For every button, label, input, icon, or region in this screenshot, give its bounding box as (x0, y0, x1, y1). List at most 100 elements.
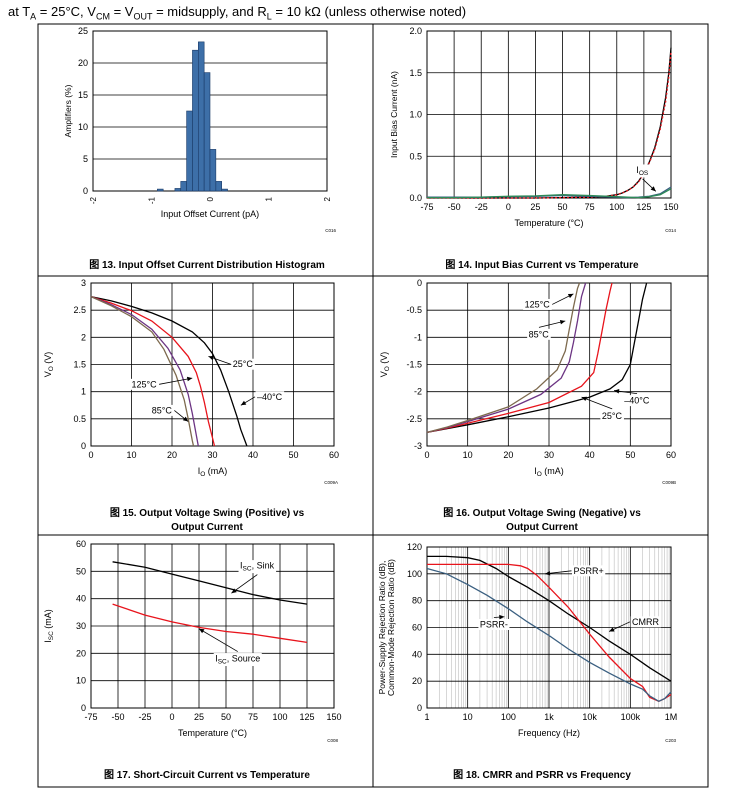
y-tick-label: 40 (412, 649, 422, 659)
x-axis-title: Input Offset Current (pA) (161, 209, 259, 219)
x-tick-label: 2 (323, 196, 332, 201)
x-tick-label: 100 (609, 202, 624, 212)
annotation-bg (622, 395, 652, 407)
annotation-arrowhead (614, 388, 620, 394)
series-line (426, 282, 587, 434)
histogram-bar (221, 188, 228, 192)
x-tick-label: 25 (194, 712, 204, 722)
x-tick-label: 60 (329, 450, 339, 460)
annotation-arrowhead (240, 400, 247, 406)
annotation-bg (255, 391, 285, 403)
x-tick-label: -2 (89, 196, 98, 204)
x-tick-label: -50 (448, 202, 461, 212)
annotation-label: 125°C (525, 299, 551, 309)
y-tick-label: 15 (78, 90, 88, 100)
x-tick-label: -25 (138, 712, 151, 722)
x-tick-label: 1k (544, 712, 554, 722)
conditions-header: at TA = 25°C, VCM = VOUT = midsupply, an… (8, 4, 467, 22)
x-tick-label: 40 (585, 450, 595, 460)
plot-border (426, 546, 672, 709)
x-tick-label: -50 (111, 712, 124, 722)
x-tick-label: 100k (621, 712, 641, 722)
histogram-bar (192, 49, 199, 192)
fig17-chart: -75 -50 -25 0 25 50 75 100 125 150 0 10 20 30 40 50 60 Te… (43, 539, 342, 781)
annotation-bg (523, 298, 552, 310)
series-line (90, 296, 195, 447)
y-tick-label: 60 (412, 623, 422, 633)
y-axis-title: Common-Mode Rejection Ratio (dB) (386, 559, 396, 696)
annotation-bg (238, 560, 277, 574)
y-tick-label: 2 (81, 332, 86, 342)
y-tick-label: 30 (76, 621, 86, 631)
series-line (426, 567, 672, 703)
y-tick-label: 1.0 (409, 110, 422, 120)
annotation-bg (478, 619, 510, 630)
figure-code: C203 (665, 738, 676, 743)
y-tick-label: 0 (83, 186, 88, 196)
plot-border (90, 282, 335, 447)
annotation-bg (630, 616, 662, 628)
x-tick-label: 1M (665, 712, 678, 722)
x-tick-label: 30 (207, 450, 217, 460)
series-line (426, 282, 648, 434)
histogram-bar (203, 72, 211, 192)
annotation-arrow-line (231, 574, 258, 594)
x-tick-label: 100 (272, 712, 287, 722)
x-tick-label: 20 (503, 450, 513, 460)
y-tick-label: 3 (81, 278, 86, 288)
annotation-arrowhead (199, 628, 205, 634)
y-tick-label: 50 (76, 566, 86, 576)
histogram-bar (215, 181, 223, 192)
y-tick-label: 80 (412, 596, 422, 606)
annotation-arrowhead (231, 588, 237, 594)
figure-code: C008 (327, 738, 338, 743)
y-tick-label: -2 (414, 387, 422, 397)
y-tick-label: 0.0 (409, 193, 422, 203)
annotation-bg (213, 653, 262, 667)
annotation-arrowhead (581, 396, 588, 402)
x-tick-label: 75 (585, 202, 595, 212)
figure-code: C016 (325, 228, 336, 233)
y-tick-label: 2.5 (73, 305, 86, 315)
y-tick-label: 100 (407, 569, 422, 579)
x-tick-label: 0 (506, 202, 511, 212)
y-tick-label: 0.5 (409, 151, 422, 161)
x-tick-label: 0 (88, 450, 93, 460)
annotation-label: 125°C (132, 379, 158, 389)
x-tick-label: 25 (530, 202, 540, 212)
x-tick-label: 1 (424, 712, 429, 722)
y-tick-label: 1 (81, 387, 86, 397)
figure-code: C009A (324, 480, 338, 485)
y-axis-title: ISC (mA) (43, 609, 55, 643)
x-tick-label: 1 (265, 196, 274, 201)
x-tick-label: -25 (475, 202, 488, 212)
y-tick-label: 25 (78, 26, 88, 36)
series-line (90, 295, 248, 447)
annotation-arrowhead (499, 614, 505, 620)
y-tick-label: 5 (83, 154, 88, 164)
x-tick-label: 10 (126, 450, 136, 460)
annotation-bg (527, 328, 551, 340)
annotation-arrowhead (567, 293, 574, 299)
x-tick-label: 150 (663, 202, 678, 212)
x-tick-label: 50 (288, 450, 298, 460)
y-tick-label: -2.5 (406, 414, 422, 424)
x-tick-label: 20 (167, 450, 177, 460)
x-tick-label: 50 (625, 450, 635, 460)
y-tick-label: 0.5 (73, 414, 86, 424)
annotation-arrowhead (186, 376, 193, 382)
fig14-chart: -75 -50 -25 0 25 50 75 100 125 150 0.0 0.5 1.0 1.5 2.0… (389, 26, 679, 271)
histogram-bar (198, 41, 205, 192)
x-axis-title: Temperature (°C) (514, 218, 583, 228)
x-tick-label: 10 (463, 712, 473, 722)
series-line (112, 561, 308, 605)
y-axis-title: Input Bias Current (nA) (389, 71, 399, 158)
series-line (427, 186, 672, 199)
y-tick-label: 20 (78, 58, 88, 68)
annotation-label: PSRR+ (573, 566, 603, 576)
x-tick-label: 125 (636, 202, 651, 212)
annotation-label: –40°C (257, 392, 283, 402)
y-tick-label: 10 (76, 676, 86, 686)
